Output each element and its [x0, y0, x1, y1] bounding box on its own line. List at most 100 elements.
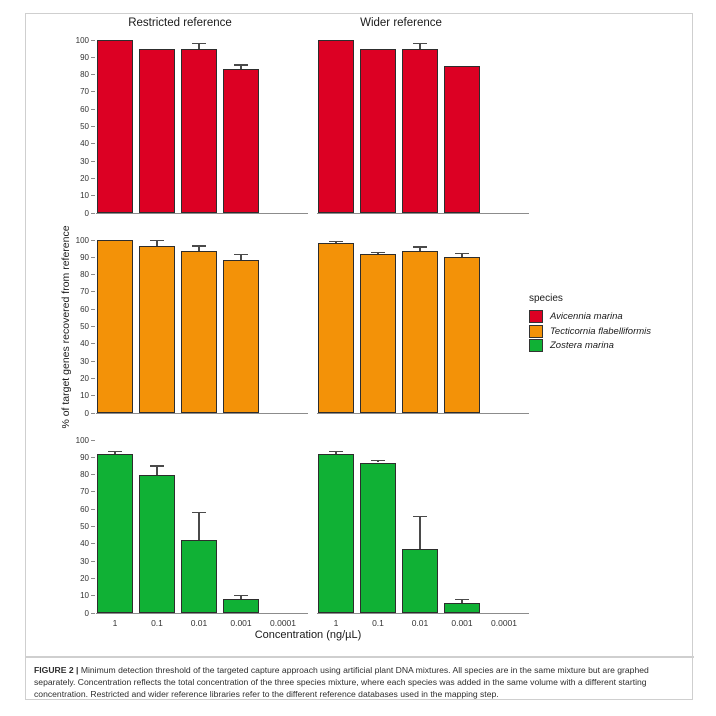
x-tick-label-1: 1 [112, 618, 118, 628]
error-bar-0.001 [461, 253, 463, 258]
y-tick-0 [91, 612, 95, 614]
caption-text: Minimum detection threshold of the targe… [34, 665, 649, 700]
error-bar-cap-0.1 [371, 460, 385, 462]
y-tick-10 [91, 395, 95, 397]
error-bar-cap-0.01 [192, 245, 206, 247]
y-tick-40 [91, 343, 95, 345]
error-bar-0.01 [198, 246, 200, 252]
y-tick-20 [91, 377, 95, 379]
panel-restricted-reference-tecticornia-flabelliformis: 0 10 20 30 40 50 60 70 80 90 100 [76, 236, 308, 418]
error-bar-1 [335, 451, 337, 454]
y-tick-label-40: 40 [80, 539, 89, 549]
bar-0.1 [360, 48, 396, 213]
y-tick-label-70: 70 [80, 287, 89, 297]
legend-entry: Avicennia marina [529, 310, 651, 323]
y-tick-40 [91, 543, 95, 545]
y-tick-90 [91, 256, 95, 258]
x-tick-label-0.0001: 0.0001 [270, 618, 296, 628]
bar-0.01 [181, 48, 217, 213]
y-tick-label-70: 70 [80, 487, 89, 497]
y-tick-label-50: 50 [80, 522, 89, 531]
bar-0.1 [139, 48, 175, 213]
y-tick-60 [91, 308, 95, 310]
column-title-restricted-reference: Restricted reference [128, 17, 232, 29]
error-bar-0.001 [461, 599, 463, 603]
y-tick-80 [91, 274, 95, 276]
y-tick-label-80: 80 [80, 70, 89, 80]
y-tick-70 [91, 91, 95, 93]
y-tick-label-40: 40 [80, 139, 89, 149]
y-tick-label-60: 60 [80, 104, 89, 114]
error-bar-0.1 [156, 465, 158, 475]
error-bar-cap-0.1 [371, 251, 385, 253]
error-bar-0.1 [377, 460, 379, 463]
y-tick-70 [91, 291, 95, 293]
legend-title: species [529, 293, 563, 304]
y-tick-label-60: 60 [80, 304, 89, 314]
legend-entry: Tecticornia flabelliformis [529, 324, 652, 338]
y-tick-label-90: 90 [80, 252, 89, 262]
caption: FIGURE 2 | Minimum detection threshold o… [34, 664, 684, 701]
error-bar-cap-0.01 [413, 515, 427, 517]
y-tick-label-80: 80 [80, 470, 89, 480]
bar-0.001 [444, 602, 480, 613]
y-tick-30 [91, 360, 95, 362]
y-tick-label-30: 30 [80, 556, 89, 566]
error-bar-0.1 [377, 252, 379, 254]
panel-restricted-reference-zostera-marina: 0 10 20 30 40 50 60 70 80 90 100 1 0.1 0.01 0.001 0.000… [76, 436, 308, 628]
bar-0.1 [360, 462, 396, 613]
error-bar-cap-0.01 [192, 42, 206, 45]
legend: species Avicennia marina Tecticornia fla… [529, 293, 651, 354]
y-tick-20 [91, 177, 95, 179]
y-tick-label-20: 20 [80, 373, 89, 383]
bar-1 [318, 453, 354, 613]
bar-0.1 [360, 253, 396, 413]
y-tick-80 [91, 474, 95, 476]
bar-0.01 [402, 549, 438, 613]
bar-0.1 [139, 474, 175, 613]
y-tick-label-50: 50 [80, 122, 89, 131]
legend-label-tecticornia-flabelliformis: Tecticornia flabelliformis [550, 325, 652, 337]
x-tick-label-0.0001: 0.0001 [491, 618, 517, 628]
error-bar-cap-0.001 [234, 254, 248, 256]
y-tick-50 [91, 126, 95, 127]
y-tick-10 [91, 195, 95, 197]
legend-swatch-avicennia-marina [529, 310, 543, 323]
bar-0.001 [444, 257, 480, 413]
x-tick-label-0.1: 0.1 [372, 618, 384, 628]
bar-0.001 [223, 259, 259, 413]
y-tick-100 [91, 439, 95, 441]
error-bar-cap-0.001 [234, 64, 248, 66]
error-bar-1 [114, 451, 116, 454]
caption-figure-label: FIGURE 2 | [34, 665, 79, 675]
bar-1 [97, 240, 133, 413]
error-bar-cap-0.01 [413, 42, 427, 45]
y-tick-label-20: 20 [80, 173, 89, 183]
y-tick-20 [91, 577, 95, 579]
y-tick-60 [91, 108, 95, 110]
panel-wider-reference-tecticornia-flabelliformis [317, 240, 529, 414]
bar-1 [318, 243, 354, 413]
y-tick-label-90: 90 [80, 52, 89, 62]
error-bar-cap-0.001 [455, 253, 469, 255]
y-tick-40 [91, 143, 95, 145]
y-tick-label-10: 10 [80, 591, 89, 601]
x-tick-label-0.01: 0.01 [411, 618, 429, 628]
y-tick-100 [91, 39, 95, 41]
bar-0.01 [402, 48, 438, 213]
y-tick-0 [91, 212, 95, 214]
y-tick-10 [91, 595, 95, 597]
error-bar-cap-0.001 [234, 595, 248, 597]
bar-0.001 [444, 65, 480, 213]
y-tick-label-30: 30 [80, 356, 89, 366]
legend-entry: Zostera marina [529, 339, 651, 352]
y-tick-label-0: 0 [84, 208, 89, 218]
error-bar-0.01 [198, 43, 200, 49]
y-tick-0 [91, 412, 95, 414]
y-tick-label-60: 60 [80, 504, 89, 514]
error-bar-0.01 [419, 43, 421, 49]
panel-wider-reference-zostera-marina: 1 0.1 0.01 0.001 0.0001 [317, 440, 529, 628]
y-tick-100 [91, 239, 95, 241]
error-bar-cap-1 [108, 450, 122, 452]
